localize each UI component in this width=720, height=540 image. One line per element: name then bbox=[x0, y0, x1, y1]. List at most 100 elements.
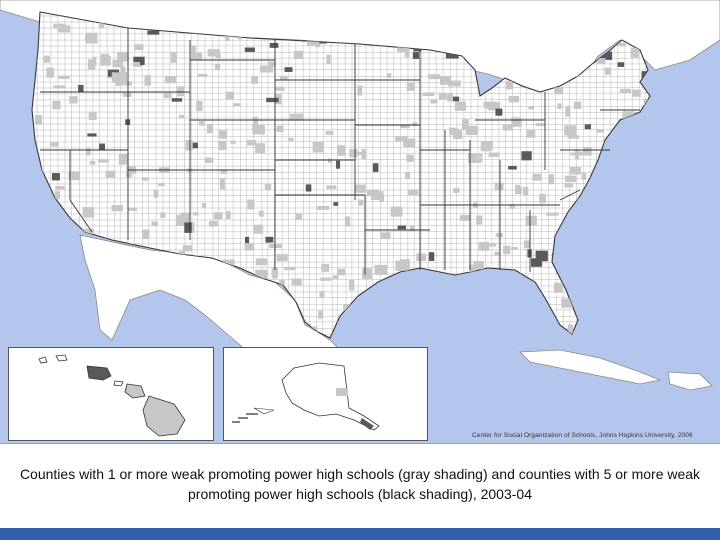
county-gray bbox=[218, 130, 228, 139]
county-gray bbox=[158, 182, 165, 187]
county-black bbox=[453, 311, 460, 321]
county-black bbox=[607, 157, 619, 165]
county-black bbox=[51, 173, 60, 181]
county-gray bbox=[111, 205, 123, 212]
county-gray bbox=[125, 172, 133, 178]
county-gray bbox=[632, 89, 641, 97]
county-gray bbox=[74, 330, 79, 336]
county-gray bbox=[453, 129, 463, 139]
county-gray bbox=[69, 96, 78, 104]
county-black bbox=[508, 165, 517, 170]
county-gray bbox=[406, 154, 414, 162]
county-gray bbox=[509, 203, 516, 209]
county-gray bbox=[327, 158, 333, 163]
county-gray bbox=[395, 136, 408, 142]
county-black bbox=[124, 325, 130, 335]
county-gray bbox=[142, 177, 149, 181]
county-black bbox=[521, 151, 532, 161]
county-gray bbox=[318, 310, 323, 319]
county-gray bbox=[473, 261, 484, 270]
county-black bbox=[265, 236, 274, 243]
county-gray bbox=[306, 38, 320, 46]
county-gray bbox=[508, 95, 520, 103]
county-gray bbox=[118, 153, 129, 165]
county-gray bbox=[202, 328, 208, 338]
county-gray bbox=[58, 75, 70, 80]
county-black bbox=[189, 142, 198, 149]
county-gray bbox=[584, 249, 593, 261]
county-black bbox=[147, 30, 160, 35]
county-gray bbox=[176, 86, 185, 97]
county-gray bbox=[89, 160, 96, 165]
county-gray bbox=[46, 67, 54, 78]
county-gray bbox=[409, 225, 415, 232]
county-gray bbox=[588, 195, 594, 201]
county-gray bbox=[344, 216, 351, 227]
county-gray bbox=[459, 215, 470, 221]
county-gray bbox=[427, 74, 441, 80]
county-gray bbox=[60, 232, 74, 239]
county-gray bbox=[276, 254, 288, 262]
county-gray bbox=[197, 73, 208, 77]
county-gray bbox=[361, 148, 367, 160]
county-gray bbox=[522, 331, 528, 338]
county-gray bbox=[142, 229, 150, 240]
county-gray bbox=[386, 73, 392, 78]
county-gray bbox=[86, 147, 91, 156]
county-gray bbox=[532, 173, 542, 181]
county-gray bbox=[502, 124, 513, 131]
map-panel: Center for Social Organization of School… bbox=[0, 0, 720, 444]
county-gray bbox=[622, 111, 635, 120]
county-gray bbox=[284, 266, 296, 271]
county-black bbox=[428, 252, 435, 261]
county-gray bbox=[404, 47, 410, 58]
county-gray bbox=[170, 51, 178, 63]
county-gray bbox=[592, 191, 602, 201]
county-gray bbox=[35, 115, 42, 125]
state-lines bbox=[40, 28, 640, 275]
county-gray bbox=[251, 76, 259, 84]
county-gray bbox=[255, 258, 267, 266]
county-gray bbox=[632, 269, 646, 275]
county-gray bbox=[548, 174, 554, 185]
county-gray bbox=[601, 175, 613, 182]
county-gray bbox=[604, 320, 616, 326]
county-gray bbox=[409, 298, 416, 305]
county-gray bbox=[337, 268, 346, 276]
county-gray bbox=[255, 269, 268, 279]
county-gray bbox=[260, 65, 273, 73]
county-gray bbox=[358, 199, 364, 206]
county-gray bbox=[164, 76, 176, 84]
county-gray bbox=[531, 321, 543, 329]
county-gray bbox=[637, 191, 645, 202]
county-gray bbox=[422, 92, 435, 96]
county-gray bbox=[525, 215, 537, 226]
county-gray bbox=[523, 187, 529, 196]
county-gray bbox=[557, 103, 562, 110]
county-black bbox=[530, 258, 543, 267]
county-gray bbox=[182, 245, 193, 252]
county-gray bbox=[505, 80, 513, 90]
hawaii-inset bbox=[8, 347, 214, 441]
county-gray bbox=[91, 317, 99, 322]
county-gray bbox=[476, 153, 483, 157]
county-gray bbox=[204, 157, 214, 164]
county-gray bbox=[474, 310, 483, 315]
county-gray bbox=[214, 63, 221, 70]
county-gray bbox=[180, 212, 190, 222]
county-gray bbox=[43, 55, 50, 63]
county-gray bbox=[100, 53, 110, 62]
county-gray bbox=[653, 84, 661, 90]
county-black bbox=[59, 304, 73, 310]
county-gray bbox=[432, 314, 438, 323]
county-gray bbox=[604, 67, 611, 75]
county-gray bbox=[71, 251, 80, 259]
county-gray bbox=[445, 308, 451, 313]
county-gray bbox=[597, 185, 609, 191]
us-county-map bbox=[0, 0, 720, 391]
county-gray bbox=[42, 253, 51, 258]
county-black bbox=[333, 202, 339, 206]
county-gray bbox=[253, 224, 264, 234]
county-gray bbox=[483, 101, 497, 109]
county-gray bbox=[648, 224, 650, 234]
